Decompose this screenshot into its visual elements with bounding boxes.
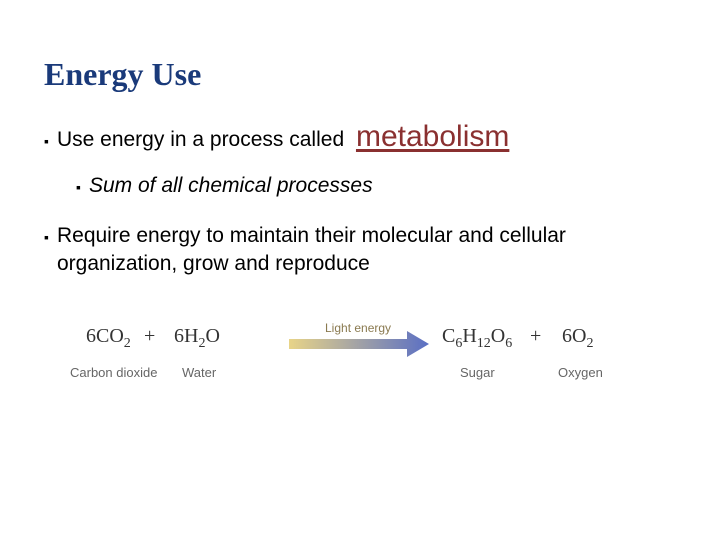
bullet-mark: ▪ — [76, 178, 81, 198]
reactant-1-formula: 6CO2 — [86, 325, 131, 352]
arrow-icon — [289, 307, 429, 367]
sub-bullet-1: ▪ Sum of all chemical processes — [76, 172, 676, 200]
bullet-2: ▪ Require energy to maintain their molec… — [44, 222, 676, 279]
photosynthesis-equation: 6CO2 Carbon dioxide + 6H2O Water Light e… — [44, 307, 676, 427]
bullet-2-text: Require energy to maintain their molecul… — [57, 222, 676, 279]
product-1-formula: C6H12O6 — [442, 325, 512, 352]
slide-title: Energy Use — [44, 56, 676, 93]
product-2-label: Oxygen — [558, 365, 603, 380]
bullet-1: ▪ Use energy in a process called metabol… — [44, 117, 676, 158]
plus-2: + — [530, 325, 541, 348]
reaction-arrow: Light energy — [289, 307, 429, 367]
plus-1: + — [144, 325, 155, 348]
bullet-mark: ▪ — [44, 228, 49, 248]
product-1-label: Sugar — [460, 365, 495, 380]
reactant-2-formula: 6H2O — [174, 325, 220, 352]
product-2-formula: 6O2 — [562, 325, 593, 352]
bullet-1-prefix: Use energy in a process called — [57, 128, 350, 151]
bullet-1-text: Use energy in a process called metabolis… — [57, 117, 509, 158]
bullet-1-keyword: metabolism — [356, 120, 509, 153]
bullet-mark: ▪ — [44, 132, 49, 152]
reactant-1-label: Carbon dioxide — [70, 365, 157, 380]
sub-bullet-1-text: Sum of all chemical processes — [89, 172, 373, 200]
arrow-label: Light energy — [325, 321, 391, 335]
reactant-2-label: Water — [182, 365, 216, 380]
